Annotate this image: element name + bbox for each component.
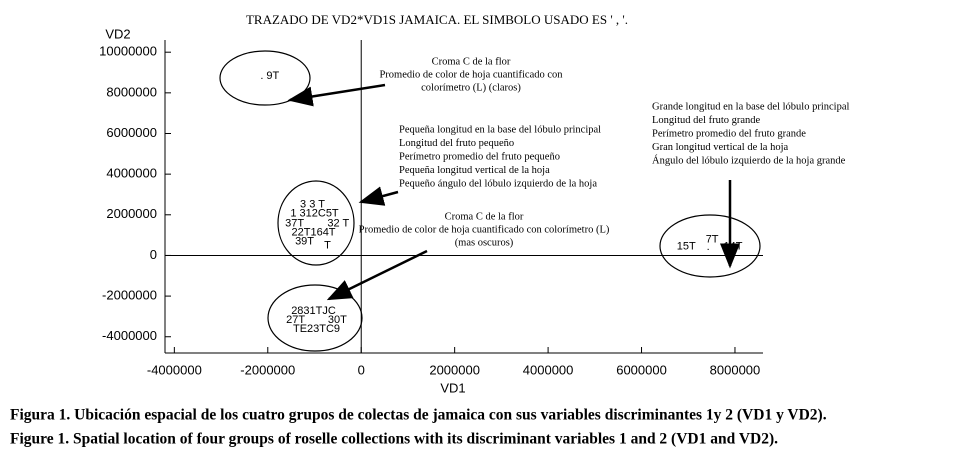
y-tick-label: 0 xyxy=(150,247,157,262)
x-tick-label: 8000000 xyxy=(710,362,761,377)
group-ellipse xyxy=(659,214,761,278)
point-label: 7T xyxy=(706,233,719,245)
y-tick-label: -2000000 xyxy=(102,288,157,303)
arrow xyxy=(326,249,428,301)
arrow xyxy=(358,186,399,206)
point-label: 2831TJC xyxy=(291,305,336,317)
point-label: 1 312C5T xyxy=(290,207,339,219)
y-tick-label: 2000000 xyxy=(106,206,157,221)
x-axis-label: VD1 xyxy=(440,380,465,395)
arrow xyxy=(287,83,386,107)
x-tick-label: 4000000 xyxy=(523,362,574,377)
y-axis-label: VD2 xyxy=(105,26,130,41)
annotation-line: Pequeño ángulo del lóbulo izquierdo de l… xyxy=(399,178,597,189)
y-tick-label: 6000000 xyxy=(106,125,157,140)
point-label: . xyxy=(707,241,710,253)
annotation-line: Perímetro promedio del fruto pequeño xyxy=(399,151,560,162)
group-ellipse xyxy=(277,180,355,266)
annotation-line: Croma C de la flor xyxy=(445,211,524,222)
annotation-line: Promedio de color de hoja cuantificado c… xyxy=(379,69,563,80)
annotation-line: Pequeña longitud en la base del lóbulo p… xyxy=(399,124,601,135)
group-ellipse xyxy=(267,284,363,352)
annotation-line: (mas oscuros) xyxy=(455,237,514,248)
annotation-line: Longitud del fruto grande xyxy=(652,115,761,126)
annotation-line: Pequeña longitud vertical de la hoja xyxy=(399,165,550,176)
annotation-line: Ángulo del lóbulo izquierdo de la hoja g… xyxy=(652,154,846,166)
arrows xyxy=(287,83,740,301)
group-ellipse xyxy=(219,50,311,106)
y-tick-label: 8000000 xyxy=(106,84,157,99)
point-label: 30T xyxy=(328,314,347,326)
group-ellipses xyxy=(219,50,761,352)
point-label: TE23TC9 xyxy=(293,323,340,335)
point-label: 32 T xyxy=(327,217,349,229)
y-tick-label: 4000000 xyxy=(106,166,157,181)
annotation-line: colorímetro (L) (claros) xyxy=(421,82,521,93)
point-label: 15T xyxy=(677,240,696,252)
x-tick-label: -2000000 xyxy=(240,362,295,377)
x-tick-label: 0 xyxy=(358,362,365,377)
caption-en: Figure 1. Spatial location of four group… xyxy=(10,431,778,448)
annotation-line: Grande longitud en la base del lóbulo pr… xyxy=(652,101,849,112)
point-label: 3 3 T xyxy=(300,199,325,211)
chart-title: TRAZADO DE VD2*VD1S JAMAICA. EL SIMBOLO … xyxy=(246,12,628,27)
point-label: . 9T xyxy=(260,70,279,82)
point-label: 39T xyxy=(295,235,314,247)
point-label: T xyxy=(324,239,331,251)
point-label: 14T xyxy=(723,240,742,252)
caption-es: Figura 1. Ubicación espacial de los cuat… xyxy=(10,407,827,424)
annotation-line: Croma C de la flor xyxy=(432,56,511,67)
point-label: 27T xyxy=(286,314,305,326)
annotation-line: Perímetro promedio del fruto grande xyxy=(652,128,806,139)
x-tick-label: -4000000 xyxy=(147,362,202,377)
point-label: 22T164T xyxy=(292,226,336,238)
point-label: 37T xyxy=(285,217,304,229)
annotation-line: Promedio de color de hoja cuantificado c… xyxy=(359,224,610,235)
x-tick-label: 6000000 xyxy=(616,362,667,377)
y-tick-label: 10000000 xyxy=(99,44,157,59)
x-tick-label: 2000000 xyxy=(429,362,480,377)
y-tick-label: -4000000 xyxy=(102,328,157,343)
annotation-line: Longitud del fruto pequeño xyxy=(399,138,514,149)
annotation-line: Gran longitud vertical de la hoja xyxy=(652,142,789,153)
